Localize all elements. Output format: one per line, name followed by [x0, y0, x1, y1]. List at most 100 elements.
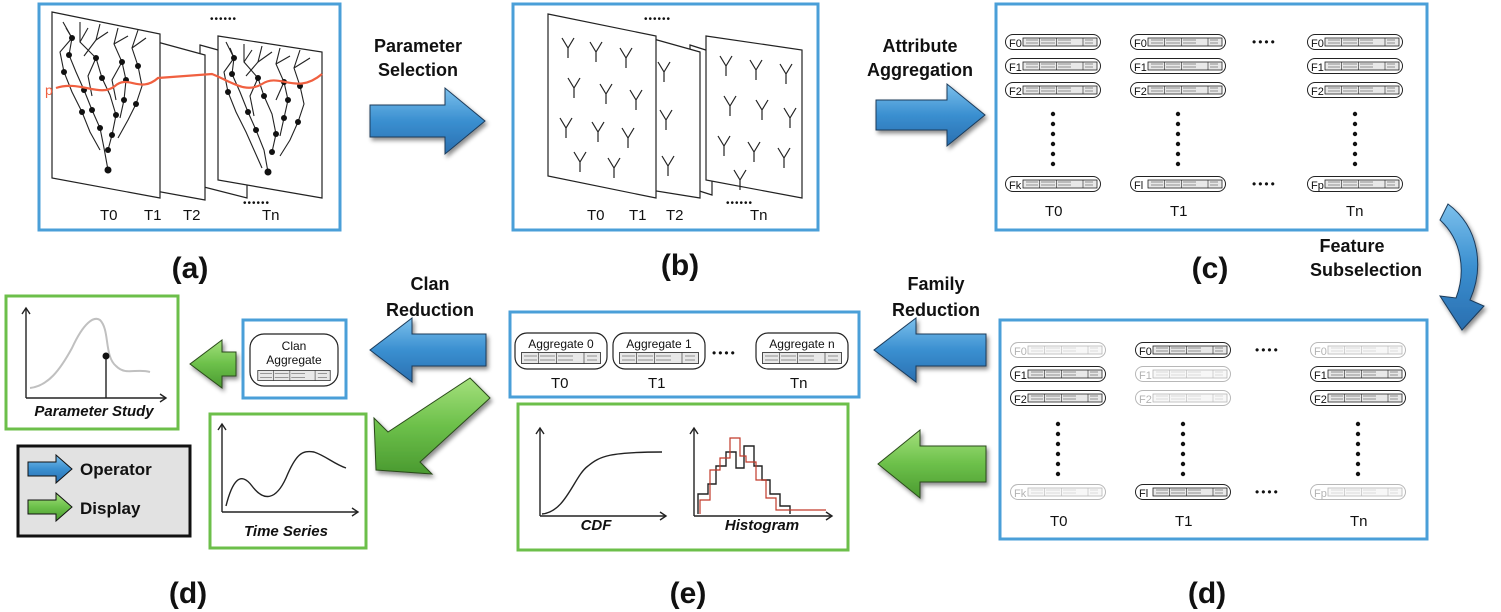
svg-text:Aggregate 1: Aggregate 1: [626, 337, 692, 351]
feature-column-0: F0 F1 F2 Fk: [1005, 34, 1101, 192]
time-label: Tn: [1346, 203, 1364, 220]
cdf-histogram-display: CDF Histogram (e): [516, 402, 850, 610]
dots-bottom-a: ••••••: [243, 198, 270, 209]
operator-label: Parameter: [374, 36, 462, 56]
feature-label: F0: [1009, 38, 1022, 50]
time-label: T0: [1050, 513, 1068, 530]
feature-label: F2: [1134, 86, 1147, 98]
feature-label: F1: [1311, 62, 1324, 74]
time-label: T0: [551, 375, 569, 392]
operator-arrow: [369, 86, 486, 156]
histogram-plot: [689, 426, 834, 521]
operator-arrow: [875, 82, 986, 148]
dots-top-b: ••••••: [644, 14, 671, 25]
display-arrow-diagonal: [373, 377, 491, 475]
panel-label-d-left: (d): [169, 577, 207, 610]
feature-label: F2: [1311, 86, 1324, 98]
display-arrow-icon: [27, 491, 73, 523]
cdf-plot: [535, 426, 668, 521]
faded-column-0: F0: [1010, 342, 1106, 358]
panel-a: p •••••• •••••• T0 T1 T2 Tn (a): [37, 2, 342, 285]
aggregate-n: Aggregate n: [755, 332, 849, 370]
aggregate-0: Aggregate 0: [514, 332, 608, 370]
parameter-curve: [55, 72, 323, 92]
operator-label: Aggregation: [867, 60, 973, 80]
vertical-dots: [1050, 111, 1358, 167]
operator-feature-subselection: Feature Subselection: [1310, 203, 1485, 331]
operator-label: Attribute: [883, 36, 958, 56]
time-label: T1: [1170, 203, 1188, 220]
time-label: T1: [629, 207, 647, 224]
svg-text:Aggregate n: Aggregate n: [769, 337, 834, 351]
cdf-label: CDF: [581, 517, 613, 534]
legend-display: Display: [27, 491, 141, 523]
operator-arrow-icon: [27, 453, 73, 485]
time-label: T0: [587, 207, 605, 224]
feature-label: Fp: [1314, 488, 1327, 500]
feature-label: Fl: [1139, 488, 1148, 500]
clan-aggregate-label: Aggregate: [266, 353, 322, 367]
time-label: Tn: [750, 207, 768, 224]
parameter-study-frame: [4, 294, 180, 431]
feature-label: F2: [1314, 394, 1327, 406]
feature-label: F0: [1139, 346, 1152, 358]
panel-label-e: (e): [670, 577, 707, 610]
operator-attribute-aggregation: Attribute Aggregation: [867, 36, 986, 148]
feature-label: F2: [1139, 394, 1152, 406]
operator-label: Family: [907, 274, 964, 294]
operator-label: Reduction: [892, 300, 980, 320]
feature-label: F2: [1009, 86, 1022, 98]
time-label: Tn: [262, 207, 280, 224]
parameter-study-plot: [21, 306, 168, 403]
time-label: T1: [144, 207, 162, 224]
feature-label: F1: [1014, 370, 1027, 382]
time-label: Tn: [1350, 513, 1368, 530]
time-series-label: Time Series: [244, 523, 328, 540]
operator-arrow-curved: [1438, 203, 1485, 331]
feature-label: F1: [1139, 370, 1152, 382]
operator-parameter-selection: Parameter Selection: [369, 36, 486, 156]
feature-label: F0: [1314, 346, 1327, 358]
dots-row-e: ••••: [712, 346, 737, 360]
panel-d-right: F0 F1 F2 Fk F0 F1 F2 Fl F0 F1 F2 Fp: [998, 318, 1429, 610]
time-label: T2: [666, 207, 684, 224]
panel-b: •••••• •••••• T0 T1 T2 Tn (b): [511, 2, 820, 282]
param-label: p: [45, 82, 53, 98]
feature-label: F1: [1009, 62, 1022, 74]
operator-arrow: [369, 316, 487, 384]
panel-label-d-right: (d): [1188, 577, 1226, 610]
display-frame: [516, 402, 850, 552]
feature-label: Fl: [1134, 180, 1143, 192]
legend-operator: Operator: [27, 453, 152, 485]
svg-text:Aggregate 0: Aggregate 0: [528, 337, 594, 351]
time-label: T1: [648, 375, 666, 392]
branch-fragments: [559, 37, 797, 190]
display-arrow: [189, 339, 237, 389]
feature-label: F0: [1134, 38, 1147, 50]
histogram-label: Histogram: [725, 517, 799, 534]
time-label: T2: [183, 207, 201, 224]
legend-display-label: Display: [80, 499, 141, 518]
operator-label: Selection: [378, 60, 458, 80]
vertical-dots: [1055, 421, 1361, 477]
panel-label-b: (b): [661, 249, 699, 282]
time-label: T0: [1045, 203, 1063, 220]
time-label: T0: [100, 207, 118, 224]
time-label: T1: [1175, 513, 1193, 530]
feature-column-2: F0 F1 F2 Fp: [1307, 34, 1403, 192]
operator-clan-reduction: Clan Reduction: [369, 274, 487, 384]
panel-label-c: (c): [1192, 252, 1229, 285]
parameter-study-label: Parameter Study: [34, 403, 154, 420]
feature-label: F1: [1314, 370, 1327, 382]
panel-label-a: (a): [172, 252, 209, 285]
aggregate-1: Aggregate 1: [612, 332, 706, 370]
feature-label: F2: [1014, 394, 1027, 406]
operator-family-reduction: Family Reduction: [873, 274, 987, 384]
operator-label: Clan: [410, 274, 449, 294]
time-label: Tn: [790, 375, 808, 392]
panel-c: F0 F1 F2 Fk F0 F1 F2 Fl F0 F1 F2 Fp ••••…: [994, 2, 1429, 285]
dots-bottom-b: ••••••: [726, 198, 753, 209]
operator-label: Feature: [1319, 236, 1384, 256]
feature-label: F0: [1014, 346, 1027, 358]
